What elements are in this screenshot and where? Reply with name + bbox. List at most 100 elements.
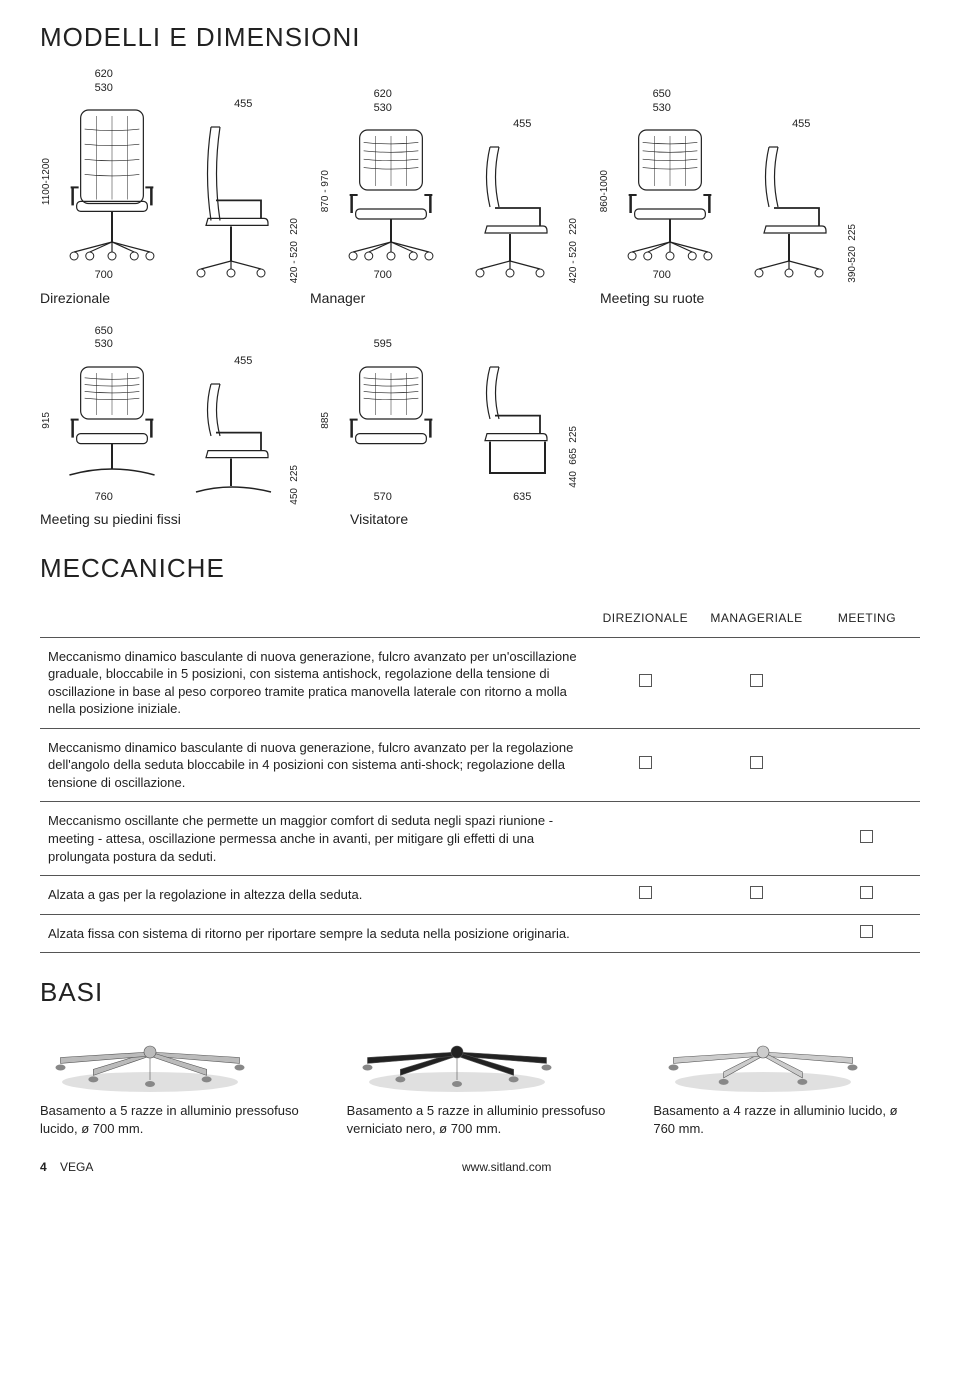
mech-desc: Meccanismo oscillante che permette un ma… bbox=[40, 802, 592, 876]
chair-direzionale-front: 620 530 1100-1200 700 bbox=[40, 69, 168, 283]
mech-check-cell bbox=[592, 914, 700, 953]
mech-check-cell bbox=[699, 728, 814, 802]
dim-top: 455 bbox=[792, 119, 810, 131]
models-row-1-labels: Direzionale Manager Meeting su ruote bbox=[40, 289, 920, 308]
base-alu-black-5: Basamento a 5 razze in alluminio pressof… bbox=[347, 1024, 614, 1137]
models-row-2: 650530 915 760 455 225450 595 bbox=[40, 326, 920, 504]
dim-right: 225 bbox=[567, 426, 581, 443]
basi-caption: Basamento a 5 razze in alluminio pressof… bbox=[347, 1102, 614, 1137]
chair-visitor-side: 225 665 440 635 bbox=[465, 353, 581, 504]
dim-right: 450 bbox=[288, 488, 302, 505]
checkbox-icon bbox=[639, 886, 652, 899]
dim-bottom: 700 bbox=[374, 268, 392, 283]
mech-check-cell bbox=[592, 637, 700, 728]
mech-desc: Meccanismo dinamico basculante di nuova … bbox=[40, 728, 592, 802]
dim-left: 860-1000 bbox=[598, 170, 612, 212]
chair-meeting-wheels-side: 455 225390-520 bbox=[744, 119, 860, 283]
label-meeting-ruote: Meeting su ruote bbox=[600, 289, 820, 308]
base-alu-polished-4: Basamento a 4 razze in alluminio lucido,… bbox=[653, 1024, 920, 1137]
mech-check-cell bbox=[814, 876, 920, 915]
chair-meeting-fixed-side: 455 225 450 bbox=[186, 356, 302, 504]
dim-left: 885 bbox=[319, 412, 333, 429]
mech-check-cell bbox=[699, 637, 814, 728]
dim-top: 455 bbox=[513, 119, 531, 131]
mech-row: Alzata a gas per la regolazione in altez… bbox=[40, 876, 920, 915]
checkbox-icon bbox=[750, 886, 763, 899]
dim-right: 420 - 520 bbox=[567, 241, 581, 283]
dim-bottom: 760 bbox=[40, 490, 168, 505]
heading-basi: BASI bbox=[40, 975, 920, 1010]
checkbox-icon bbox=[860, 925, 873, 938]
dim-top: 650 bbox=[653, 89, 671, 101]
dim-right: 225 bbox=[846, 224, 860, 241]
mech-check-cell bbox=[699, 802, 814, 876]
dim-top: 650 bbox=[40, 326, 168, 338]
basi-caption: Basamento a 5 razze in alluminio pressof… bbox=[40, 1102, 307, 1137]
page-footer: 4 VEGA www.sitland.com bbox=[40, 1159, 920, 1175]
mech-col-2: MEETING bbox=[814, 600, 920, 637]
dim-bottom: 635 bbox=[465, 490, 581, 505]
footer-product-name: VEGA bbox=[60, 1160, 93, 1174]
mech-row: Meccanismo oscillante che permette un ma… bbox=[40, 802, 920, 876]
basi-caption: Basamento a 4 razze in alluminio lucido,… bbox=[653, 1102, 920, 1137]
chair-direzionale-side: 455 220420 - 520 bbox=[186, 99, 302, 283]
mech-check-cell bbox=[699, 914, 814, 953]
label-meeting-fixed: Meeting su piedini fissi bbox=[40, 510, 350, 529]
footer-url: www.sitland.com bbox=[462, 1159, 551, 1175]
mech-check-cell bbox=[814, 637, 920, 728]
mech-desc: Meccanismo dinamico basculante di nuova … bbox=[40, 637, 592, 728]
checkbox-icon bbox=[750, 756, 763, 769]
dim-right: 220 bbox=[567, 218, 581, 235]
dim-left: 915 bbox=[40, 412, 54, 429]
dim-right: 220 bbox=[288, 218, 302, 235]
chair-visitor-front: 595 885 570 bbox=[319, 339, 447, 504]
dim-right: 440 bbox=[567, 471, 581, 488]
dim-top: 620 bbox=[374, 89, 392, 101]
mech-col-1: MANAGERIALE bbox=[699, 600, 814, 637]
mech-check-cell bbox=[699, 876, 814, 915]
mech-row: Meccanismo dinamico basculante di nuova … bbox=[40, 637, 920, 728]
label-manager: Manager bbox=[310, 289, 600, 308]
mech-desc: Alzata fissa con sistema di ritorno per … bbox=[40, 914, 592, 953]
mech-row: Alzata fissa con sistema di ritorno per … bbox=[40, 914, 920, 953]
chair-meeting-fixed-front: 650530 915 760 bbox=[40, 326, 168, 504]
dim-right: 225 bbox=[288, 465, 302, 482]
base-alu-polished-5: Basamento a 5 razze in alluminio pressof… bbox=[40, 1024, 307, 1137]
dim-top: 530 bbox=[653, 103, 671, 115]
dim-top: 455 bbox=[186, 356, 302, 368]
models-row-2-labels: Meeting su piedini fissi Visitatore bbox=[40, 510, 920, 529]
checkbox-icon bbox=[750, 674, 763, 687]
mech-check-cell bbox=[592, 876, 700, 915]
dim-left: 870 - 970 bbox=[319, 170, 333, 212]
dim-bottom: 700 bbox=[653, 268, 671, 283]
dim-top: 530 bbox=[374, 103, 392, 115]
footer-page-number: 4 bbox=[40, 1160, 47, 1174]
heading-models: MODELLI E DIMENSIONI bbox=[40, 20, 920, 55]
mechanics-table: DIREZIONALE MANAGERIALE MEETING Meccanis… bbox=[40, 600, 920, 953]
checkbox-icon bbox=[860, 830, 873, 843]
checkbox-icon bbox=[639, 756, 652, 769]
mech-check-cell bbox=[814, 914, 920, 953]
dim-bottom: 570 bbox=[319, 490, 447, 505]
basi-row: Basamento a 5 razze in alluminio pressof… bbox=[40, 1024, 920, 1137]
dim-top: 530 bbox=[40, 339, 168, 351]
mech-desc: Alzata a gas per la regolazione in altez… bbox=[40, 876, 592, 915]
dim-right: 665 bbox=[567, 448, 581, 465]
dim-left: 1100-1200 bbox=[40, 158, 54, 205]
mech-col-desc bbox=[40, 600, 592, 637]
mech-row: Meccanismo dinamico basculante di nuova … bbox=[40, 728, 920, 802]
dim-top: 530 bbox=[95, 83, 113, 95]
mech-check-cell bbox=[814, 728, 920, 802]
dim-top: 620 bbox=[95, 69, 113, 81]
mech-check-cell bbox=[592, 728, 700, 802]
chair-meeting-wheels-front: 650 530 860-1000 700 bbox=[598, 89, 726, 283]
dim-top: 455 bbox=[234, 99, 252, 111]
checkbox-icon bbox=[860, 886, 873, 899]
label-direzionale: Direzionale bbox=[40, 289, 310, 308]
mech-check-cell bbox=[814, 802, 920, 876]
chair-manager-side: 455 220 420 - 520 bbox=[465, 119, 581, 283]
mech-check-cell bbox=[592, 802, 700, 876]
checkbox-icon bbox=[639, 674, 652, 687]
models-row-1: 620 530 1100-1200 700 455 bbox=[40, 69, 920, 283]
dim-bottom: 700 bbox=[95, 268, 113, 283]
